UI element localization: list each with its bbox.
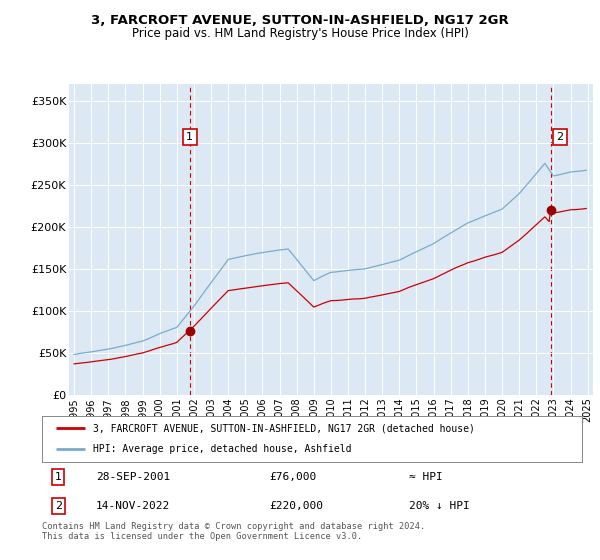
Text: HPI: Average price, detached house, Ashfield: HPI: Average price, detached house, Ashf… [94, 445, 352, 455]
Text: Price paid vs. HM Land Registry's House Price Index (HPI): Price paid vs. HM Land Registry's House … [131, 27, 469, 40]
Text: 1: 1 [55, 472, 62, 482]
Text: £220,000: £220,000 [269, 501, 323, 511]
Text: 3, FARCROFT AVENUE, SUTTON-IN-ASHFIELD, NG17 2GR: 3, FARCROFT AVENUE, SUTTON-IN-ASHFIELD, … [91, 14, 509, 27]
Text: 1: 1 [186, 132, 193, 142]
Text: £76,000: £76,000 [269, 472, 316, 482]
Text: 14-NOV-2022: 14-NOV-2022 [96, 501, 170, 511]
Text: 20% ↓ HPI: 20% ↓ HPI [409, 501, 470, 511]
Text: 3, FARCROFT AVENUE, SUTTON-IN-ASHFIELD, NG17 2GR (detached house): 3, FARCROFT AVENUE, SUTTON-IN-ASHFIELD, … [94, 423, 475, 433]
Text: ≈ HPI: ≈ HPI [409, 472, 443, 482]
Text: 28-SEP-2001: 28-SEP-2001 [96, 472, 170, 482]
Text: 2: 2 [55, 501, 62, 511]
Text: 2: 2 [556, 132, 563, 142]
Text: Contains HM Land Registry data © Crown copyright and database right 2024.
This d: Contains HM Land Registry data © Crown c… [42, 522, 425, 542]
